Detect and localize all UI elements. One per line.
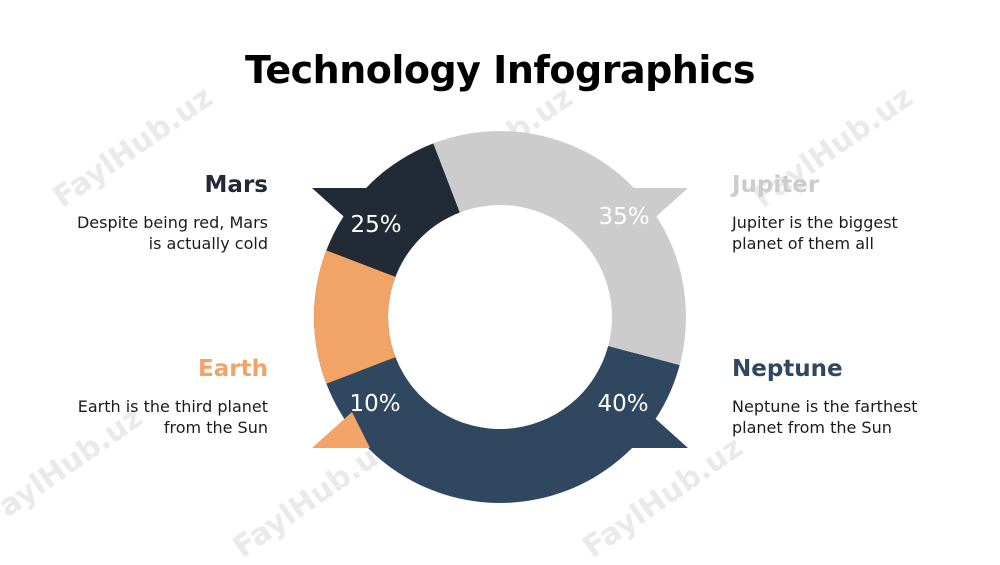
mars-heading: Mars <box>204 172 268 198</box>
jupiter-info: Jupiter Jupiter is the biggest planet of… <box>732 172 972 254</box>
neptune-slice <box>326 345 680 504</box>
earth-value-label: 10% <box>349 391 400 417</box>
earth-description-line-2: from the Sun <box>163 418 268 437</box>
neptune-description-line-2: planet from the Sun <box>732 418 892 437</box>
jupiter-value-label: 35% <box>598 204 649 230</box>
earth-heading: Earth <box>198 356 268 382</box>
jupiter-description-line-2: planet of them all <box>732 234 874 253</box>
jupiter-heading: Jupiter <box>732 172 820 198</box>
neptune-description-line-1: Neptune is the farthest <box>732 397 918 416</box>
earth-arrow-tab <box>312 412 370 448</box>
earth-slice <box>314 250 396 384</box>
neptune-info: Neptune Neptune is the farthest planet f… <box>732 356 972 438</box>
jupiter-arrow-tab <box>630 188 688 224</box>
neptune-heading: Neptune <box>732 356 843 382</box>
mars-info: Mars Despite being red, Mars is actually… <box>28 172 268 254</box>
page-title: Technology Infographics <box>244 48 756 92</box>
mars-description-line-2: is actually cold <box>148 234 268 253</box>
neptune-arrow-tab <box>630 412 688 448</box>
mars-value-label: 25% <box>350 212 401 238</box>
mars-arrow-tab <box>312 188 370 224</box>
mars-description-line-1: Despite being red, Mars <box>76 213 268 232</box>
jupiter-slice <box>433 131 687 366</box>
earth-info: Earth Earth is the third planet from the… <box>28 356 268 438</box>
neptune-value-label: 40% <box>597 391 648 417</box>
earth-description-line-1: Earth is the third planet <box>77 397 268 416</box>
jupiter-description-line-1: Jupiter is the biggest <box>732 213 898 232</box>
